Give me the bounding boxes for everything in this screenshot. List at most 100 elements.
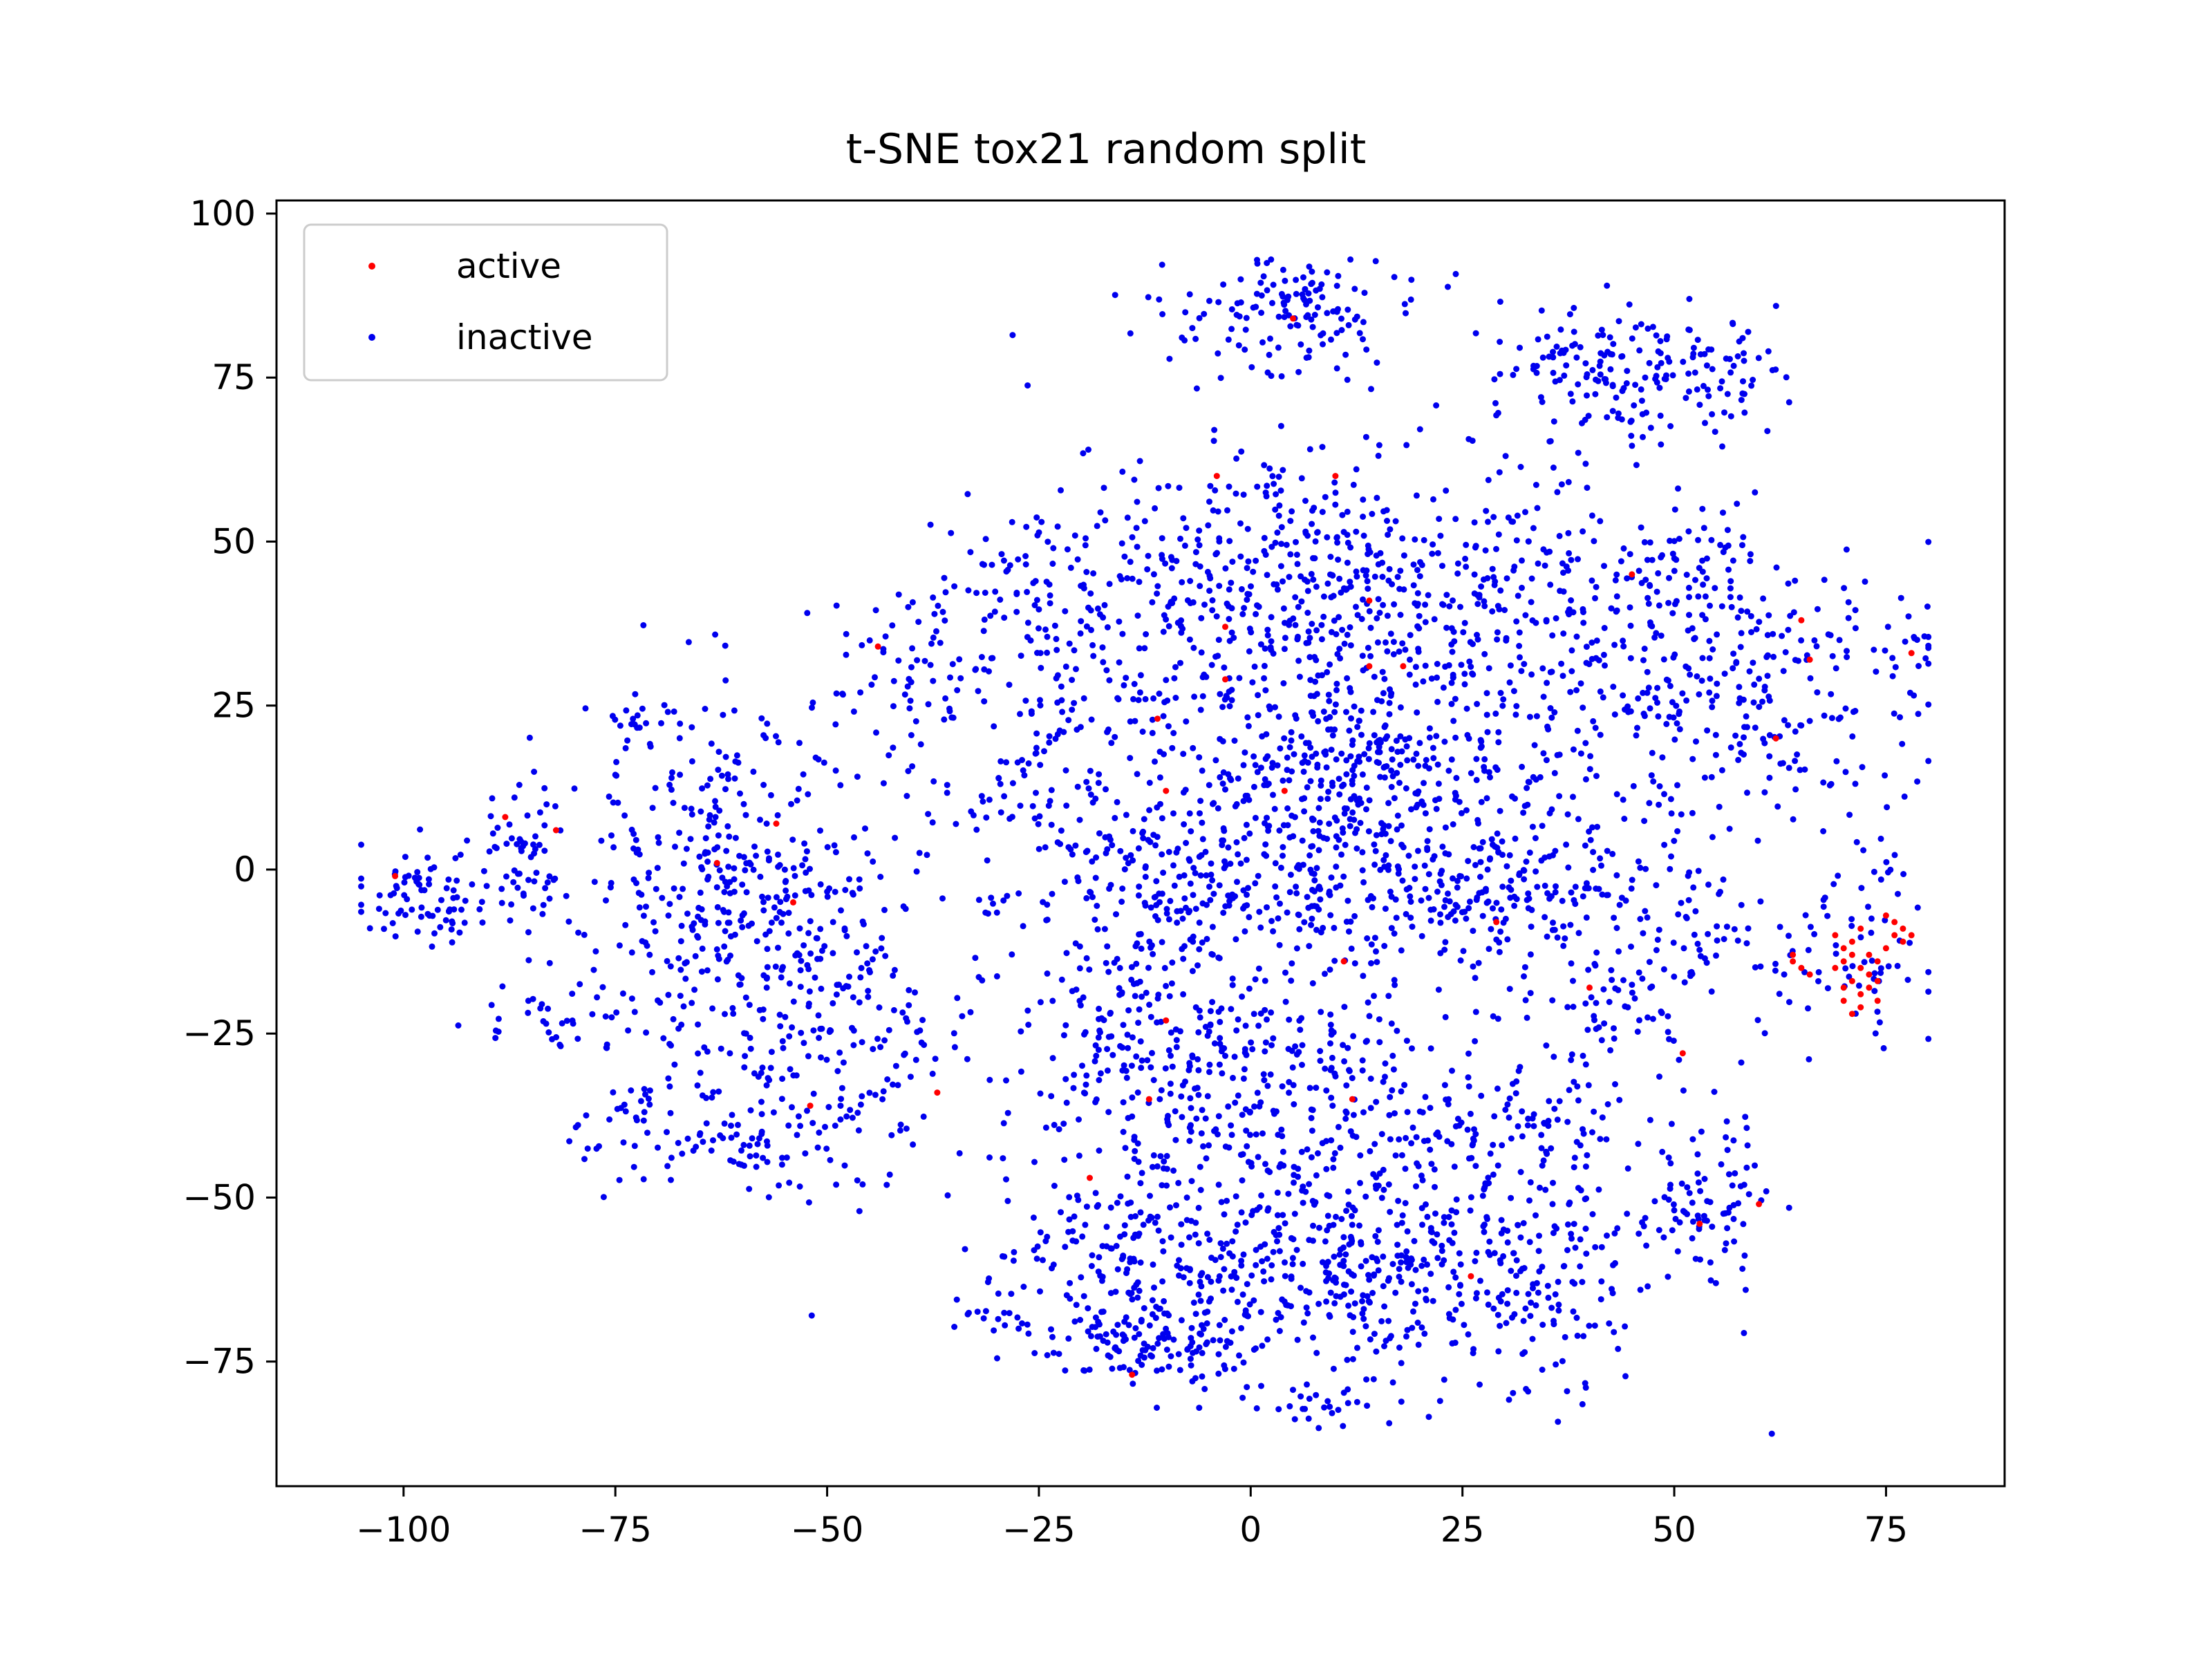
point-inactive [1545,726,1552,733]
point-inactive [532,845,538,852]
point-inactive [1374,759,1380,765]
point-inactive [1699,655,1706,662]
point-inactive [1160,1165,1167,1172]
point-inactive [1727,594,1734,601]
point-inactive [1615,948,1622,955]
point-inactive [1382,1338,1389,1344]
point-inactive [1882,772,1888,779]
point-inactive [1497,690,1504,696]
point-inactive [842,887,849,893]
point-inactive [1765,693,1772,700]
point-inactive [1404,1327,1411,1333]
point-inactive [1069,851,1076,858]
point-inactive [591,879,598,885]
point-inactive [1038,518,1045,525]
point-inactive [583,1112,590,1119]
point-inactive [1056,1351,1062,1358]
point-inactive [549,1035,556,1042]
point-inactive [1598,1244,1605,1250]
point-inactive [1109,1051,1116,1058]
point-inactive [1486,1251,1493,1258]
point-inactive [510,879,517,885]
point-inactive [1287,323,1294,330]
point-inactive [907,1074,914,1080]
point-inactive [1689,809,1696,816]
point-inactive [1814,689,1821,696]
point-inactive [892,1062,899,1069]
point-inactive [1274,1238,1280,1245]
point-inactive [1249,679,1256,686]
point-inactive [1572,1244,1579,1251]
point-inactive [1398,1088,1405,1095]
point-inactive [728,1134,735,1141]
point-inactive [994,1355,1000,1362]
point-inactive [1691,635,1698,642]
point-inactive [868,682,875,688]
point-inactive [1198,1283,1205,1290]
point-inactive [833,991,840,998]
point-inactive [1642,865,1649,872]
point-inactive [927,662,934,668]
point-inactive [1278,541,1285,547]
point-inactive [1707,602,1713,609]
point-inactive [1647,622,1654,628]
point-inactive [1062,663,1069,670]
point-inactive [1473,1249,1480,1256]
point-inactive [738,917,744,924]
point-inactive [1047,592,1053,599]
point-inactive [1695,593,1702,600]
point-inactive [581,931,588,938]
point-inactive [1206,1237,1213,1243]
point-inactive [995,1315,1002,1322]
point-inactive [1407,1261,1414,1268]
point-inactive [1671,651,1678,658]
point-inactive [1580,893,1586,900]
point-inactive [1003,1077,1009,1084]
point-inactive [1583,1250,1590,1257]
point-inactive [556,1041,563,1048]
point-inactive [1861,959,1868,966]
point-inactive [1191,693,1198,700]
point-inactive [1568,1057,1575,1063]
point-inactive [1327,1403,1333,1410]
point-inactive [1156,890,1163,897]
point-inactive [765,1075,771,1082]
point-inactive [1112,292,1118,299]
point-inactive [1457,957,1464,964]
point-inactive [1138,1057,1145,1064]
point-inactive [1270,650,1277,657]
point-inactive [1188,1178,1195,1185]
point-inactive [1620,643,1627,650]
point-inactive [1925,1035,1932,1042]
point-inactive [1765,348,1772,355]
point-inactive [1289,1064,1296,1071]
point-inactive [864,960,871,967]
point-inactive [1701,774,1708,781]
point-inactive [1063,1099,1070,1106]
point-inactive [658,720,664,727]
point-inactive [676,735,683,742]
point-inactive [1365,744,1372,751]
point-inactive [1335,836,1342,843]
point-inactive [1137,1038,1144,1045]
point-inactive [1138,1170,1145,1177]
point-inactive [1403,1333,1409,1340]
point-inactive [1785,626,1792,633]
point-inactive [1088,1263,1095,1269]
point-inactive [1440,684,1447,691]
point-inactive [1655,570,1662,577]
point-inactive [1697,1188,1704,1194]
point-inactive [1877,835,1884,842]
point-inactive [1709,704,1716,711]
point-inactive [1344,306,1351,313]
point-inactive [1263,731,1270,738]
point-inactive [1333,330,1340,337]
point-inactive [1597,518,1604,525]
point-inactive [1274,529,1281,536]
point-inactive [1535,1289,1541,1296]
point-inactive [1508,1268,1515,1274]
point-inactive [1373,832,1380,838]
point-inactive [1465,1074,1472,1081]
point-inactive [438,897,444,903]
point-inactive [838,1096,845,1103]
